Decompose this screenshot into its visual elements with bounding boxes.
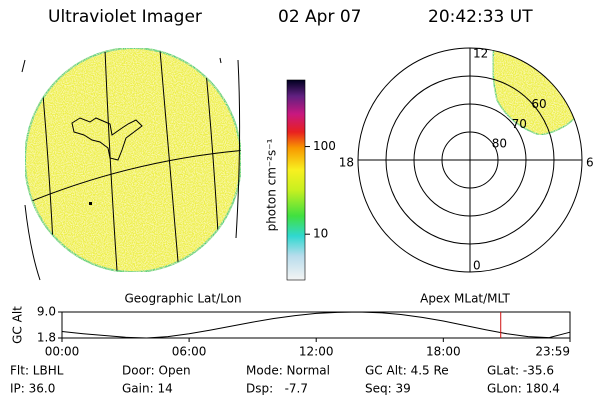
geo-label: Geographic Lat/Lon [124,292,241,306]
lat-ring [413,103,527,217]
date: 02 Apr 07 [278,7,361,27]
mlt-label: 12 [473,47,488,61]
x-tick-label: 00:00 [45,345,80,359]
x-tick-label: 06:00 [172,345,207,359]
timeline-ylabel: GC Alt [11,306,25,344]
title: Ultraviolet Imager [48,7,202,27]
status-field: Gain: 14 [122,382,173,396]
status-field: GLat: -35.6 [487,364,554,378]
lat-ring [385,75,555,245]
status-field: Seq: 39 [365,382,411,396]
lat-ring [441,131,499,189]
status-field: Door: Open [122,364,191,378]
colorbar-label: photon cm⁻²s⁻¹ [265,138,279,231]
x-tick-label: 12:00 [299,345,334,359]
status-field: GC Alt: 4.5 Re [365,364,449,378]
status-field: GLon: 180.4 [487,382,560,396]
mlt-label: 0 [473,259,481,273]
altitude-curve [61,311,571,339]
status-field: Mode: Normal [246,364,330,378]
earth-image [21,47,242,281]
lat-label: 60 [531,97,546,111]
lat-label: 80 [492,137,507,151]
mlt-label: 6 [586,156,594,170]
status-field: Dsp: -7.7 [246,382,308,396]
status-field: IP: 36.0 [10,382,55,396]
x-tick-label: 18:00 [426,345,461,359]
time: 20:42:33 UT [428,7,533,27]
status-field: Flt: LBHL [10,364,64,378]
y-tick-label: 9.0 [37,305,56,319]
polar-label: Apex MLat/MLT [420,292,510,306]
colorbar-tick-label: 100 [313,139,336,153]
colorbar [286,79,306,281]
y-tick-label: 1.8 [37,331,56,345]
timeline-frame [61,311,571,339]
polar-plot [357,47,583,273]
lat-label: 70 [512,117,527,131]
x-tick-label: 23:59 [535,345,570,359]
mlt-label: 18 [339,156,354,170]
colorbar-tick-label: 10 [313,227,328,241]
